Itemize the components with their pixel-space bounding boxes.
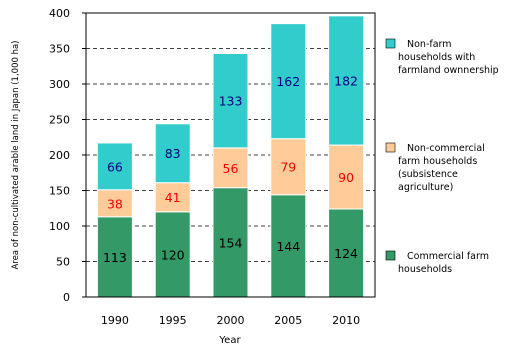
legend-label: households with (398, 52, 475, 63)
bar-segment (270, 138, 307, 196)
data-label: 144 (276, 239, 300, 254)
y-tick-label: 200 (49, 149, 70, 162)
legend-label: households (398, 264, 452, 275)
bars (96, 15, 365, 298)
data-label: 66 (107, 159, 123, 174)
bar-segment (96, 189, 133, 218)
x-tick-label: 2005 (274, 314, 302, 327)
bar-segment (212, 147, 249, 189)
data-label: 124 (334, 246, 358, 261)
legend-label: farmland ownnership (398, 65, 499, 76)
data-label: 154 (219, 235, 243, 250)
y-tick-label: 50 (56, 256, 70, 269)
legend-label: farm households (398, 156, 477, 167)
y-axis-title: Area of non-cultivated arable land in Ja… (11, 41, 21, 270)
data-label: 133 (219, 94, 243, 109)
bar-segment (328, 208, 365, 298)
bar-segment (96, 216, 133, 298)
bar-segment (270, 194, 307, 298)
y-tick-label: 100 (49, 220, 70, 233)
x-tick-label: 2010 (332, 314, 360, 327)
data-label: 41 (165, 190, 181, 205)
legend-label: (subsistence (398, 169, 458, 180)
tick-labels: 0 50 100 150 200 250 300 350 400 113 38 66 1990 120 41… (49, 7, 360, 327)
y-tick-label: 400 (49, 7, 70, 20)
bar-segment (270, 23, 307, 140)
data-label: 120 (161, 247, 185, 262)
gridlines (82, 12, 375, 298)
data-label: 38 (107, 196, 123, 211)
y-tick-label: 350 (49, 43, 70, 56)
x-tick-label: 1995 (159, 314, 187, 327)
data-label: 182 (334, 73, 358, 88)
legend-label: Non-farm (407, 39, 452, 50)
x-tick-label: 2000 (217, 314, 245, 327)
x-axis-title: Year (218, 335, 241, 346)
y-tick-label: 250 (49, 114, 70, 127)
data-label: 113 (103, 250, 127, 265)
legend-swatch (385, 250, 396, 261)
y-tick-label: 150 (49, 185, 70, 198)
bar-segment (154, 123, 191, 184)
data-label: 162 (276, 74, 300, 89)
bar-segment (212, 52, 249, 149)
bar-segment (154, 211, 191, 298)
data-label: 83 (165, 146, 181, 161)
legend-label: agriculture) (398, 182, 453, 193)
y-tick-label: 0 (63, 291, 70, 304)
data-label: 56 (223, 161, 239, 176)
legend-swatch (385, 38, 396, 49)
bar-segment (96, 142, 133, 191)
bar-segment (212, 187, 249, 298)
bar-segment (328, 144, 365, 210)
bar-segment (154, 182, 191, 213)
legend-swatch (385, 142, 396, 153)
legend: Non-farm households with farmland ownnersh… (385, 38, 499, 275)
axes (85, 12, 376, 298)
legend-label: Non-commercial (407, 143, 485, 154)
data-label: 90 (338, 170, 354, 185)
plot-frame (85, 12, 376, 298)
bar-segment (328, 15, 365, 146)
legend-label: Commercial farm (407, 251, 489, 262)
x-tick-label: 1990 (101, 314, 129, 327)
y-tick-label: 300 (49, 78, 70, 91)
data-label: 79 (280, 160, 296, 175)
